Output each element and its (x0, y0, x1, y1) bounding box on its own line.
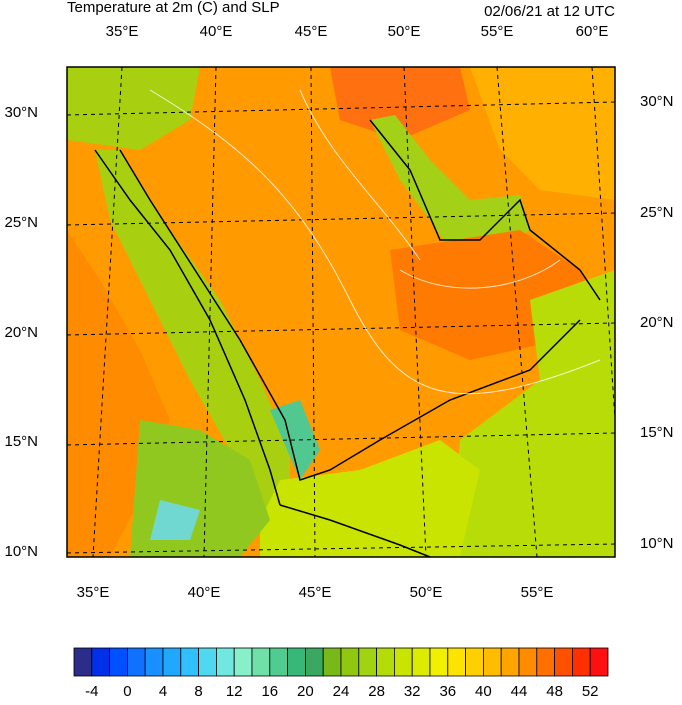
colorbar-box (127, 647, 146, 677)
coastlines (94, 119, 601, 558)
top-axis-label: 45°E (295, 23, 328, 40)
colorbar-box (233, 647, 253, 677)
colorbar-box (554, 647, 573, 677)
colorbar-box (269, 647, 288, 677)
right-axis-label: 10°N (640, 535, 674, 552)
colorbar-box (482, 647, 502, 677)
colorbar-box (589, 647, 609, 677)
right-axis-label: 15°N (640, 424, 674, 441)
colorbar-tick-label: 4 (159, 683, 167, 700)
bottom-axis-label: 40°E (188, 584, 221, 601)
map-timestamp: 02/06/21 at 12 UTC (484, 3, 615, 20)
colorbar-box (109, 647, 128, 677)
colorbar-tick-label: 16 (261, 683, 278, 700)
colorbar-box (465, 647, 484, 677)
map-title: Temperature at 2m (C) and SLP (67, 0, 280, 16)
left-axis-label: 15°N (4, 433, 38, 450)
colorbar-tick-label: 40 (475, 683, 492, 700)
colorbar-tick-label: 44 (511, 683, 528, 700)
top-axis-label: 55°E (481, 23, 514, 40)
colorbar-tick-label: 48 (546, 683, 563, 700)
colorbar-box (518, 647, 538, 677)
map-frame (66, 66, 616, 558)
right-axis-label: 20°N (640, 314, 674, 331)
left-axis-label: 10°N (4, 543, 38, 560)
colorbar-box (91, 647, 111, 677)
colorbar-box (429, 647, 449, 677)
colorbar-box (180, 647, 200, 677)
colorbar-box (376, 647, 395, 677)
colorbar-box (162, 647, 182, 677)
colorbar-tick-label: -4 (85, 683, 98, 700)
colorbar-box (393, 647, 413, 677)
colorbar-tick-label: 20 (297, 683, 314, 700)
right-axis-label: 25°N (640, 204, 674, 221)
colorbar-box (500, 647, 520, 677)
left-axis-label: 20°N (4, 324, 38, 341)
bottom-axis-label: 35°E (77, 584, 110, 601)
bottom-axis-label: 45°E (299, 584, 332, 601)
top-axis-label: 60°E (576, 23, 609, 40)
colorbar-box (447, 647, 466, 677)
bottom-axis-label: 50°E (410, 584, 443, 601)
colorbar-box (73, 647, 93, 677)
temperature-field (67, 67, 615, 557)
colorbar-box (322, 647, 342, 677)
colorbar-box (215, 647, 235, 677)
colorbar-tick-label: 52 (582, 683, 599, 700)
colorbar-tick-label: 0 (123, 683, 131, 700)
top-axis-label: 40°E (200, 23, 233, 40)
colorbar-box (411, 647, 431, 677)
top-axis-label: 50°E (388, 23, 421, 40)
colorbar-box (340, 647, 360, 677)
colorbar-tick-label: 36 (439, 683, 456, 700)
bottom-axis-label: 55°E (521, 584, 554, 601)
top-axis-label: 35°E (106, 23, 139, 40)
colorbar-box (536, 647, 555, 677)
colorbar-tick-label: 12 (226, 683, 243, 700)
colorbar-tick-label: 28 (368, 683, 385, 700)
left-axis-label: 25°N (4, 214, 38, 231)
slp-contours (149, 89, 601, 395)
colorbar-box (572, 647, 591, 677)
left-axis-label: 30°N (4, 104, 38, 121)
colorbar-box (358, 647, 377, 677)
colorbar-box (287, 647, 306, 677)
colorbar-box (304, 647, 324, 677)
colorbar-box (198, 647, 217, 677)
gridlines (66, 66, 616, 558)
colorbar-tick-label: 32 (404, 683, 421, 700)
right-axis-label: 30°N (640, 93, 674, 110)
colorbar-box (251, 647, 271, 677)
colorbar-box (144, 647, 164, 677)
colorbar-tick-label: 8 (194, 683, 202, 700)
colorbar-tick-label: 24 (333, 683, 350, 700)
